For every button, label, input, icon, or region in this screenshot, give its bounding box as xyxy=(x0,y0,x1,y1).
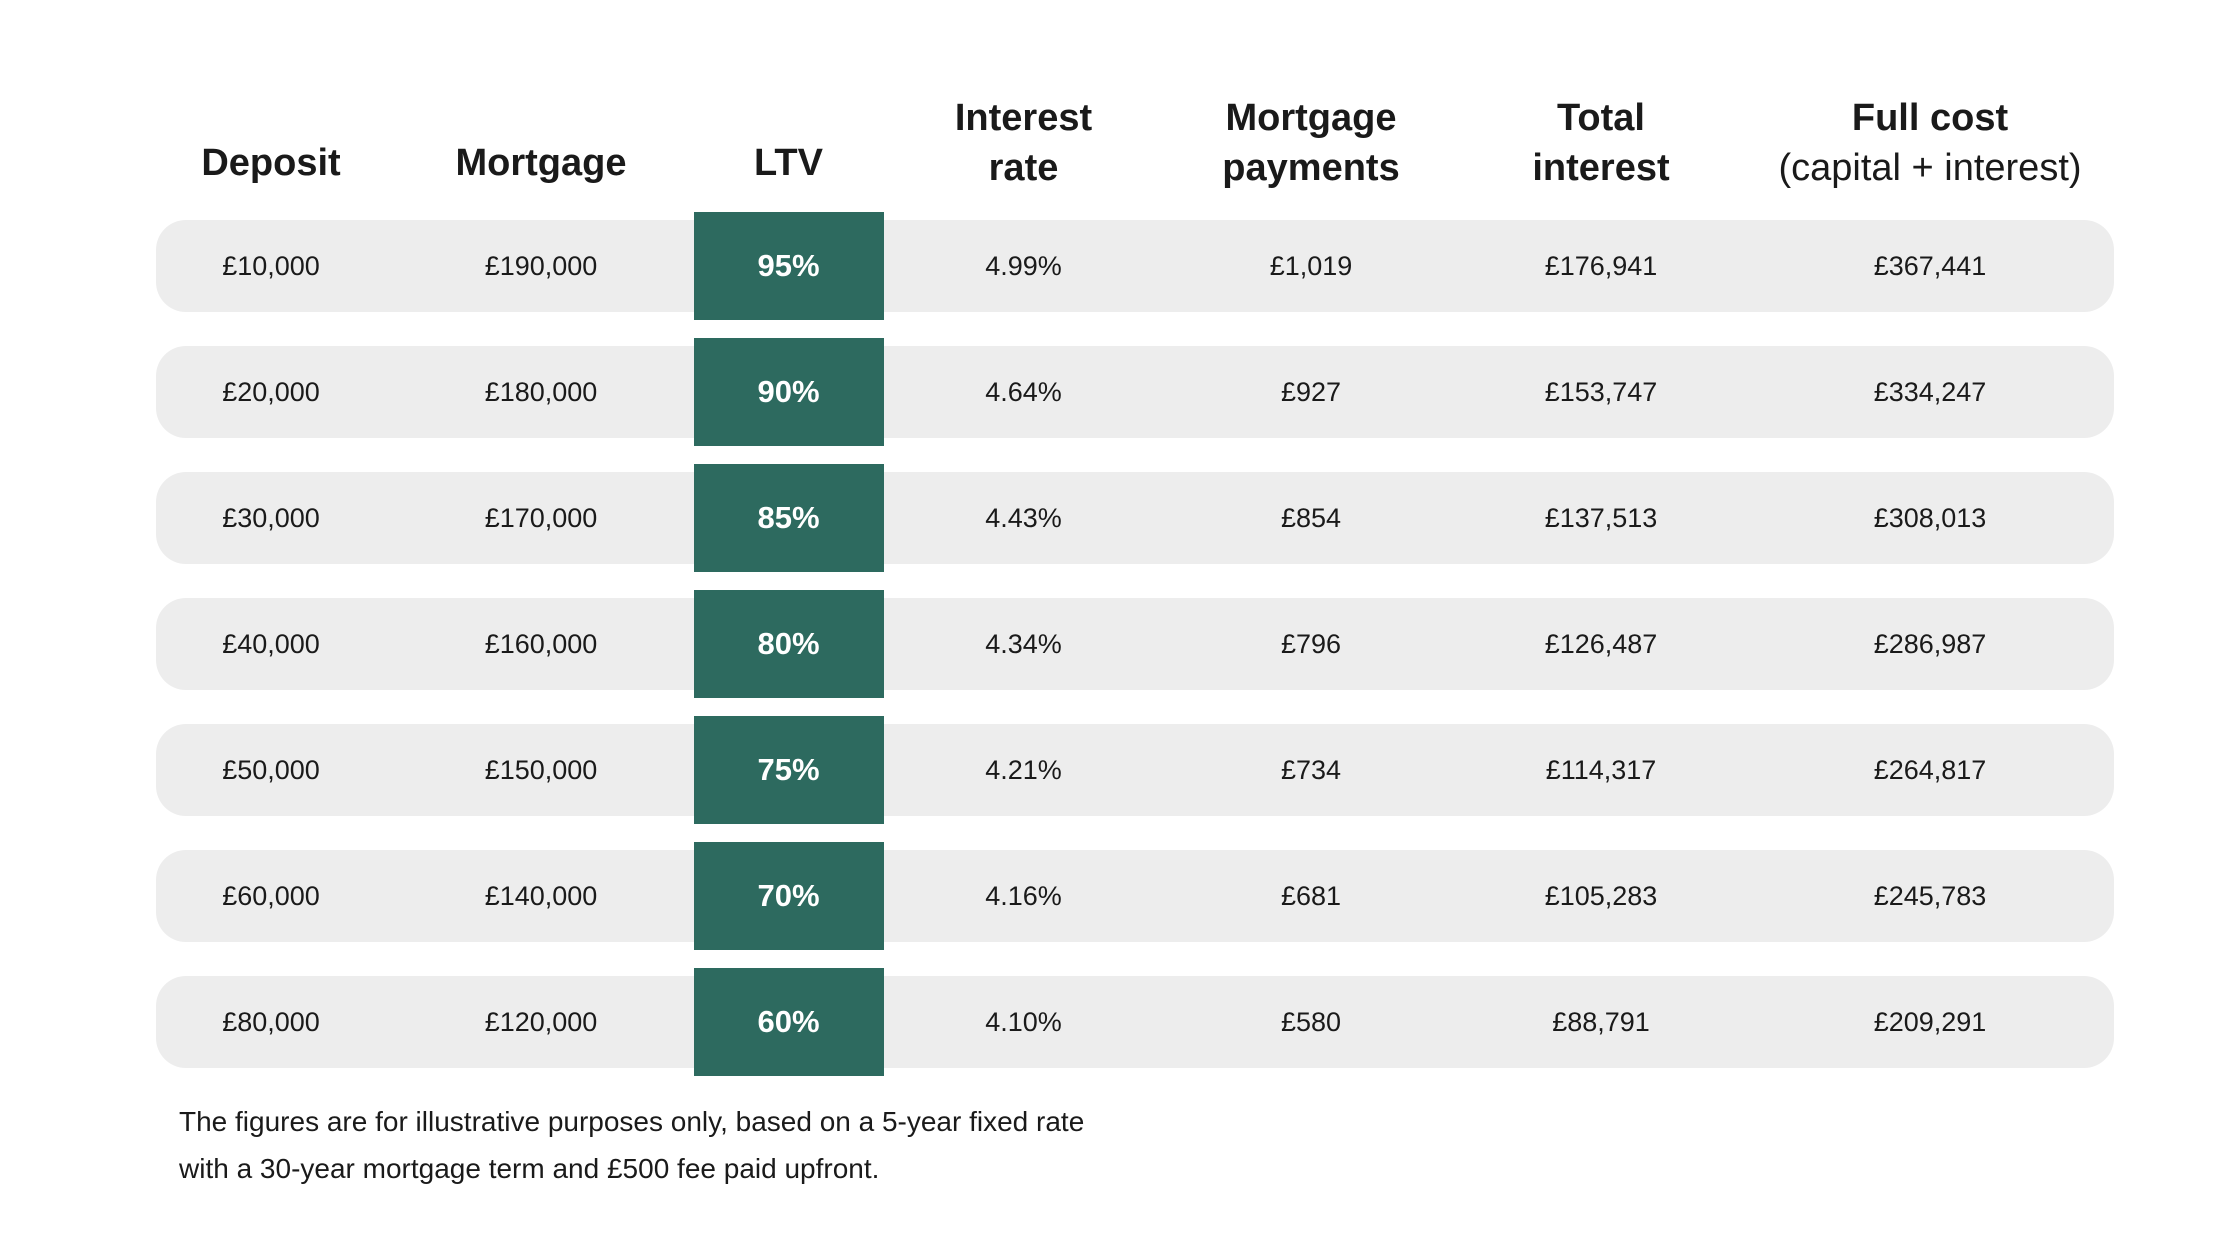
cell-ltv: 90% xyxy=(693,338,884,446)
cell-total-interest: £153,747 xyxy=(1544,376,1658,407)
cell-interest-rate: 4.64% xyxy=(985,376,1062,407)
header-mortgage-payments-label: Mortgage xyxy=(1225,96,1397,139)
cell-full-cost: £209,291 xyxy=(1873,1006,1987,1037)
cell-deposit: £40,000 xyxy=(222,628,320,659)
cell-mortgage: £180,000 xyxy=(484,376,598,407)
header-mortgage-payments: Mortgage payments xyxy=(1166,85,1456,200)
footnote-line-2: with a 30-year mortgage term and £500 fe… xyxy=(179,1153,880,1184)
cell-full-cost: £334,247 xyxy=(1873,376,1987,407)
table-row: £50,000 £150,000 75% 4.21% £734 £114,317… xyxy=(156,716,2114,824)
cell-deposit: £10,000 xyxy=(222,250,320,281)
header-mortgage-label: Mortgage xyxy=(455,141,627,184)
ltv-badge: 70% xyxy=(693,842,884,950)
cell-ltv: 95% xyxy=(693,212,884,320)
ltv-badge: 80% xyxy=(693,590,884,698)
cell-deposit: £60,000 xyxy=(222,880,320,911)
cell-mortgage-payments: £927 xyxy=(1280,376,1342,407)
header-full-cost-label: Full cost xyxy=(1851,96,2009,139)
cell-ltv: 80% xyxy=(693,590,884,698)
table-header-row: Deposit Mortgage LTV Interest rate Mortg… xyxy=(156,85,2114,200)
table-row: £10,000 £190,000 95% 4.99% £1,019 £176,9… xyxy=(156,212,2114,320)
header-interest-rate-label-2: rate xyxy=(988,146,1059,189)
cell-mortgage: £140,000 xyxy=(484,880,598,911)
cell-mortgage: £190,000 xyxy=(484,250,598,281)
header-interest-rate-label: Interest xyxy=(954,96,1093,139)
ltv-badge: 85% xyxy=(693,464,884,572)
header-interest-rate: Interest rate xyxy=(881,85,1166,200)
cell-full-cost: £367,441 xyxy=(1873,250,1987,281)
header-mortgage-payments-label-2: payments xyxy=(1222,146,1400,189)
table-row: £20,000 £180,000 90% 4.64% £927 £153,747… xyxy=(156,338,2114,446)
cell-ltv: 60% xyxy=(693,968,884,1076)
header-ltv: LTV xyxy=(696,105,881,220)
cell-mortgage-payments: £681 xyxy=(1280,880,1342,911)
ltv-badge: 75% xyxy=(693,716,884,824)
cell-total-interest: £126,487 xyxy=(1544,628,1658,659)
cell-mortgage-payments: £854 xyxy=(1280,502,1342,533)
cell-mortgage-payments: £796 xyxy=(1280,628,1342,659)
cell-interest-rate: 4.99% xyxy=(985,250,1062,281)
cell-interest-rate: 4.43% xyxy=(985,502,1062,533)
header-total-interest: Total interest xyxy=(1456,85,1746,200)
cell-interest-rate: 4.21% xyxy=(985,754,1062,785)
cell-deposit: £30,000 xyxy=(222,502,320,533)
cell-interest-rate: 4.10% xyxy=(985,1006,1062,1037)
cell-mortgage: £170,000 xyxy=(484,502,598,533)
cell-full-cost: £286,987 xyxy=(1873,628,1987,659)
header-full-cost: Full cost (capital + interest) xyxy=(1746,85,2114,200)
table-row: £80,000 £120,000 60% 4.10% £580 £88,791 … xyxy=(156,968,2114,1076)
cell-full-cost: £308,013 xyxy=(1873,502,1987,533)
cell-deposit: £20,000 xyxy=(222,376,320,407)
table-row: £30,000 £170,000 85% 4.43% £854 £137,513… xyxy=(156,464,2114,572)
cell-mortgage: £120,000 xyxy=(484,1006,598,1037)
cell-total-interest: £137,513 xyxy=(1544,502,1658,533)
header-full-cost-label-2: (capital + interest) xyxy=(1778,146,2082,189)
header-ltv-label: LTV xyxy=(754,141,823,184)
table-row: £60,000 £140,000 70% 4.16% £681 £105,283… xyxy=(156,842,2114,950)
cell-mortgage-payments: £580 xyxy=(1280,1006,1342,1037)
cell-total-interest: £88,791 xyxy=(1552,1006,1650,1037)
cell-deposit: £80,000 xyxy=(222,1006,320,1037)
cell-full-cost: £264,817 xyxy=(1873,754,1987,785)
header-deposit-label: Deposit xyxy=(201,141,341,184)
cell-deposit: £50,000 xyxy=(222,754,320,785)
cell-ltv: 75% xyxy=(693,716,884,824)
mortgage-table: Deposit Mortgage LTV Interest rate Mortg… xyxy=(156,85,2114,1102)
footnote: The figures are for illustrative purpose… xyxy=(179,1098,1084,1192)
cell-total-interest: £114,317 xyxy=(1545,754,1657,785)
header-deposit: Deposit xyxy=(156,105,386,220)
header-total-interest-label-2: interest xyxy=(1532,146,1670,189)
ltv-badge: 60% xyxy=(693,968,884,1076)
ltv-badge: 95% xyxy=(693,212,884,320)
cell-interest-rate: 4.34% xyxy=(985,628,1062,659)
cell-ltv: 70% xyxy=(693,842,884,950)
cell-mortgage-payments: £1,019 xyxy=(1269,250,1353,281)
cell-mortgage: £160,000 xyxy=(484,628,598,659)
cell-ltv: 85% xyxy=(693,464,884,572)
cell-interest-rate: 4.16% xyxy=(985,880,1062,911)
cell-total-interest: £176,941 xyxy=(1544,250,1658,281)
table-row: £40,000 £160,000 80% 4.34% £796 £126,487… xyxy=(156,590,2114,698)
header-total-interest-label: Total xyxy=(1557,96,1645,139)
cell-mortgage: £150,000 xyxy=(484,754,598,785)
cell-full-cost: £245,783 xyxy=(1873,880,1987,911)
cell-total-interest: £105,283 xyxy=(1544,880,1658,911)
cell-mortgage-payments: £734 xyxy=(1280,754,1342,785)
ltv-badge: 90% xyxy=(693,338,884,446)
footnote-line-1: The figures are for illustrative purpose… xyxy=(179,1106,1085,1137)
header-mortgage: Mortgage xyxy=(386,105,696,220)
